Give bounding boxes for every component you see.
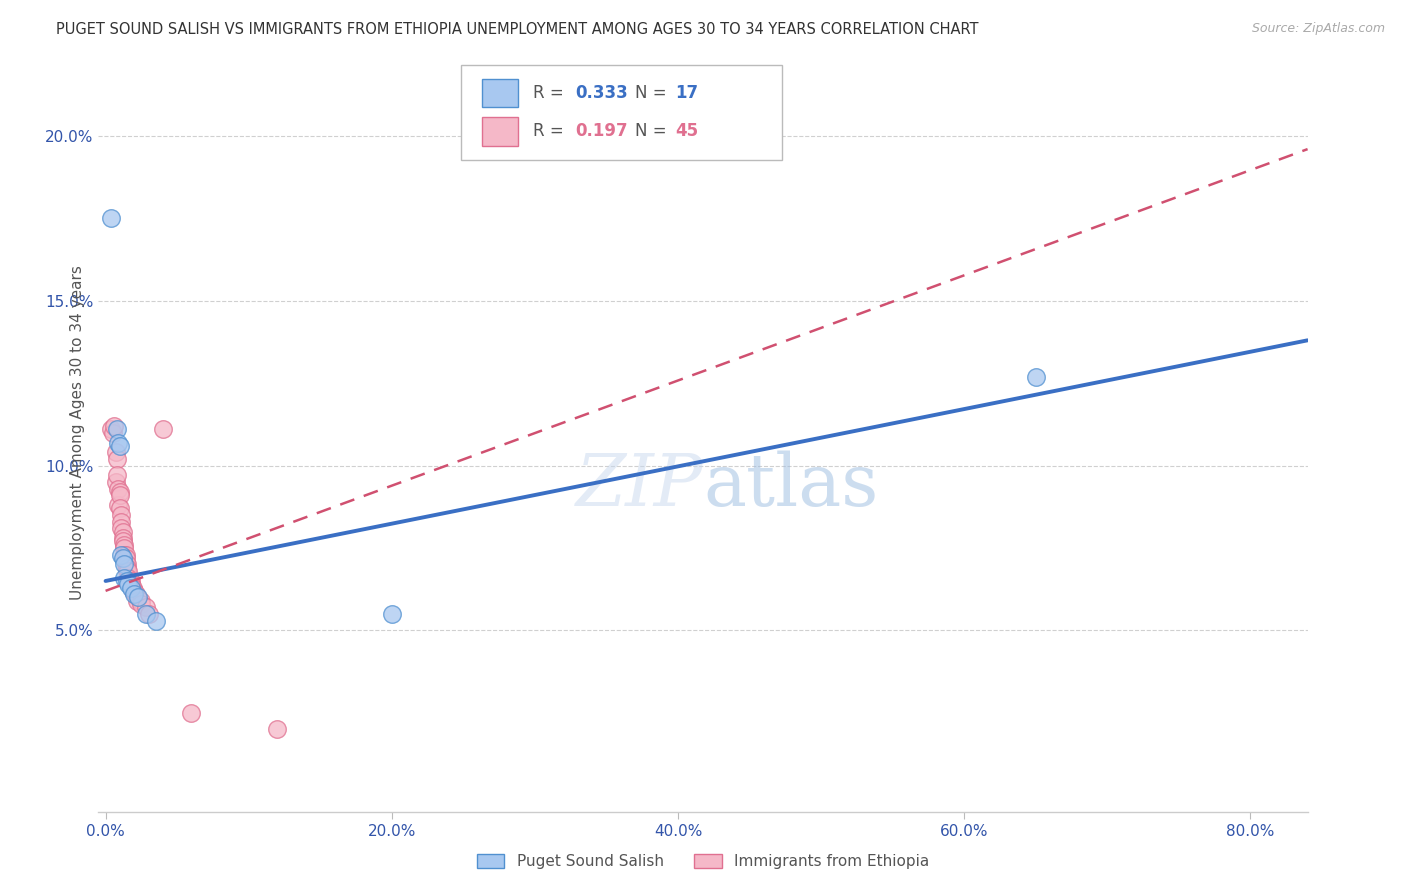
- Point: [112, 558, 135, 572]
- FancyBboxPatch shape: [482, 117, 517, 146]
- Point: [105, 422, 128, 436]
- Point: [111, 524, 134, 539]
- Point: [135, 600, 157, 615]
- Point: [135, 607, 157, 621]
- Point: [121, 581, 143, 595]
- Text: 17: 17: [675, 84, 699, 102]
- Point: [104, 475, 127, 489]
- Text: 0.333: 0.333: [575, 84, 627, 102]
- FancyBboxPatch shape: [482, 78, 517, 107]
- Point: [117, 571, 139, 585]
- Point: [131, 593, 153, 607]
- Point: [125, 593, 148, 607]
- Point: [112, 571, 135, 585]
- Legend: Puget Sound Salish, Immigrants from Ethiopia: Puget Sound Salish, Immigrants from Ethi…: [471, 848, 935, 875]
- Point: [112, 538, 135, 552]
- Point: [114, 558, 136, 572]
- Point: [152, 422, 174, 436]
- Point: [117, 577, 139, 591]
- Point: [112, 541, 135, 555]
- Point: [127, 591, 149, 605]
- Point: [110, 508, 132, 522]
- Point: [1025, 369, 1047, 384]
- Text: N =: N =: [636, 84, 672, 102]
- Point: [115, 564, 138, 578]
- Point: [266, 723, 288, 737]
- Point: [114, 548, 136, 562]
- Point: [108, 439, 131, 453]
- Point: [100, 211, 122, 226]
- FancyBboxPatch shape: [461, 65, 782, 160]
- Point: [115, 561, 138, 575]
- Point: [122, 583, 145, 598]
- Point: [111, 550, 134, 565]
- Point: [110, 515, 132, 529]
- Point: [381, 607, 404, 621]
- Text: R =: R =: [533, 122, 568, 140]
- Point: [117, 564, 139, 578]
- Y-axis label: Unemployment Among Ages 30 to 34 years: Unemployment Among Ages 30 to 34 years: [69, 265, 84, 600]
- Point: [107, 482, 129, 496]
- Text: ZIP: ZIP: [575, 450, 703, 521]
- Point: [112, 548, 135, 562]
- Point: [104, 445, 127, 459]
- Point: [100, 422, 122, 436]
- Point: [105, 468, 128, 483]
- Point: [121, 583, 143, 598]
- Point: [115, 574, 138, 588]
- Point: [101, 425, 124, 440]
- Text: 0.197: 0.197: [575, 122, 627, 140]
- Point: [110, 548, 132, 562]
- Point: [111, 531, 134, 545]
- Point: [107, 435, 129, 450]
- Point: [120, 577, 142, 591]
- Text: atlas: atlas: [703, 450, 879, 521]
- Point: [110, 521, 132, 535]
- Point: [138, 607, 160, 621]
- Text: PUGET SOUND SALISH VS IMMIGRANTS FROM ETHIOPIA UNEMPLOYMENT AMONG AGES 30 TO 34 : PUGET SOUND SALISH VS IMMIGRANTS FROM ET…: [56, 22, 979, 37]
- Point: [122, 587, 145, 601]
- Point: [108, 488, 131, 502]
- Point: [145, 614, 167, 628]
- Text: 45: 45: [675, 122, 699, 140]
- Point: [108, 501, 131, 516]
- Point: [118, 574, 141, 588]
- Point: [120, 574, 142, 588]
- Point: [180, 706, 202, 720]
- Point: [108, 485, 131, 500]
- Point: [131, 597, 153, 611]
- Point: [125, 591, 148, 605]
- Text: R =: R =: [533, 84, 568, 102]
- Point: [107, 498, 129, 512]
- Text: N =: N =: [636, 122, 672, 140]
- Point: [105, 452, 128, 467]
- Point: [124, 587, 146, 601]
- Point: [120, 581, 142, 595]
- Point: [103, 419, 125, 434]
- Point: [114, 550, 136, 565]
- Point: [111, 534, 134, 549]
- Text: Source: ZipAtlas.com: Source: ZipAtlas.com: [1251, 22, 1385, 36]
- Point: [115, 558, 138, 572]
